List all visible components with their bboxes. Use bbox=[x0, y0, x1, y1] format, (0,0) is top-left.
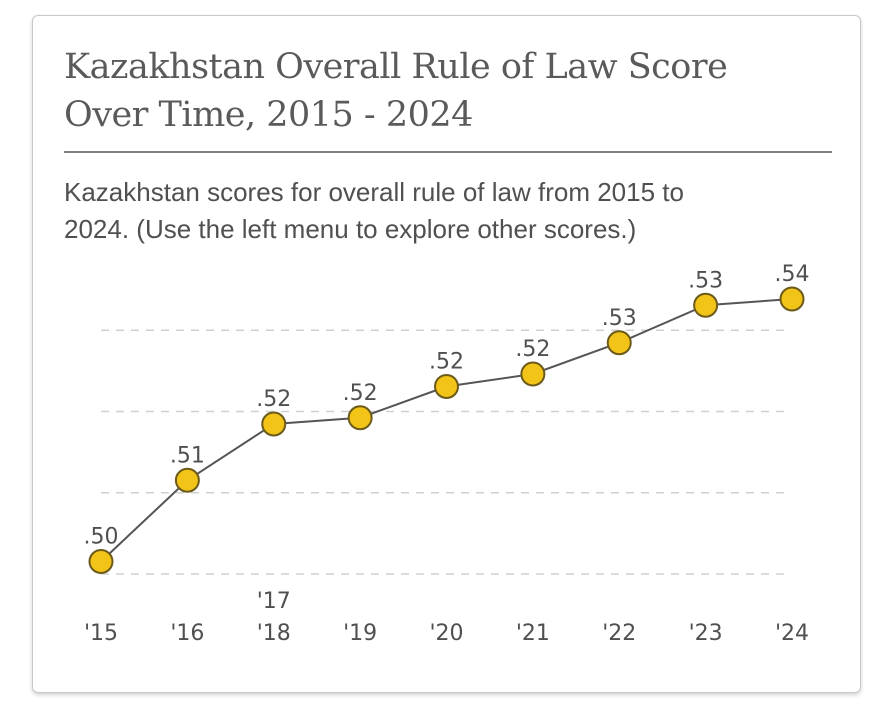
x-tick-label: '23 bbox=[689, 621, 723, 646]
data-label: .52 bbox=[256, 387, 291, 412]
data-point bbox=[779, 286, 805, 312]
subtitle-line-2: 2024. (Use the left menu to explore othe… bbox=[64, 214, 637, 244]
data-point bbox=[693, 292, 719, 318]
title-line-2: Over Time, 2015 - 2024 bbox=[64, 95, 473, 135]
data-label: .52 bbox=[429, 350, 464, 375]
x-tick-label: '21 bbox=[516, 621, 550, 646]
gridlines bbox=[101, 329, 787, 575]
data-label: .54 bbox=[775, 262, 810, 287]
x-tick-label: '18 bbox=[257, 621, 291, 646]
x-tick-label: '20 bbox=[429, 621, 463, 646]
x-tick-label: '19 bbox=[343, 621, 377, 646]
x-tick-label: '22 bbox=[602, 621, 636, 646]
title-divider bbox=[64, 151, 832, 153]
data-point bbox=[88, 549, 114, 574]
x-tick-label: '24 bbox=[775, 621, 809, 646]
data-point bbox=[261, 411, 287, 437]
data-point bbox=[174, 467, 200, 493]
chart-title: Kazakhstan Overall Rule of Law Score Ove… bbox=[64, 43, 844, 139]
data-label: .51 bbox=[170, 443, 205, 468]
data-label: .52 bbox=[515, 337, 550, 362]
data-labels: .50 .51 .52 .52 .52 .52 .53 .53 .54 bbox=[84, 262, 810, 550]
data-label: .53 bbox=[602, 306, 637, 331]
data-point bbox=[606, 330, 632, 356]
data-point bbox=[434, 374, 459, 399]
x-axis-ticks: '15 '16 '18 '17 '19 '20 '21 '22 '23 '24 bbox=[84, 589, 809, 646]
series-path bbox=[100, 298, 793, 563]
data-label: .52 bbox=[343, 381, 378, 406]
x-tick-label: '17 bbox=[257, 589, 291, 614]
data-label: .53 bbox=[688, 268, 723, 293]
title-line-1: Kazakhstan Overall Rule of Law Score bbox=[64, 47, 728, 87]
chart-subtitle: Kazakhstan scores for overall rule of la… bbox=[64, 174, 824, 248]
data-point bbox=[520, 361, 546, 387]
subtitle-line-1: Kazakhstan scores for overall rule of la… bbox=[64, 177, 684, 207]
series-line bbox=[100, 298, 793, 563]
x-tick-label: '16 bbox=[170, 621, 204, 646]
chart-card: Kazakhstan Overall Rule of Law Score Ove… bbox=[32, 15, 861, 693]
data-points bbox=[88, 286, 805, 574]
data-label: .50 bbox=[84, 525, 119, 550]
data-point bbox=[347, 405, 373, 431]
x-tick-label: '15 bbox=[84, 621, 118, 646]
